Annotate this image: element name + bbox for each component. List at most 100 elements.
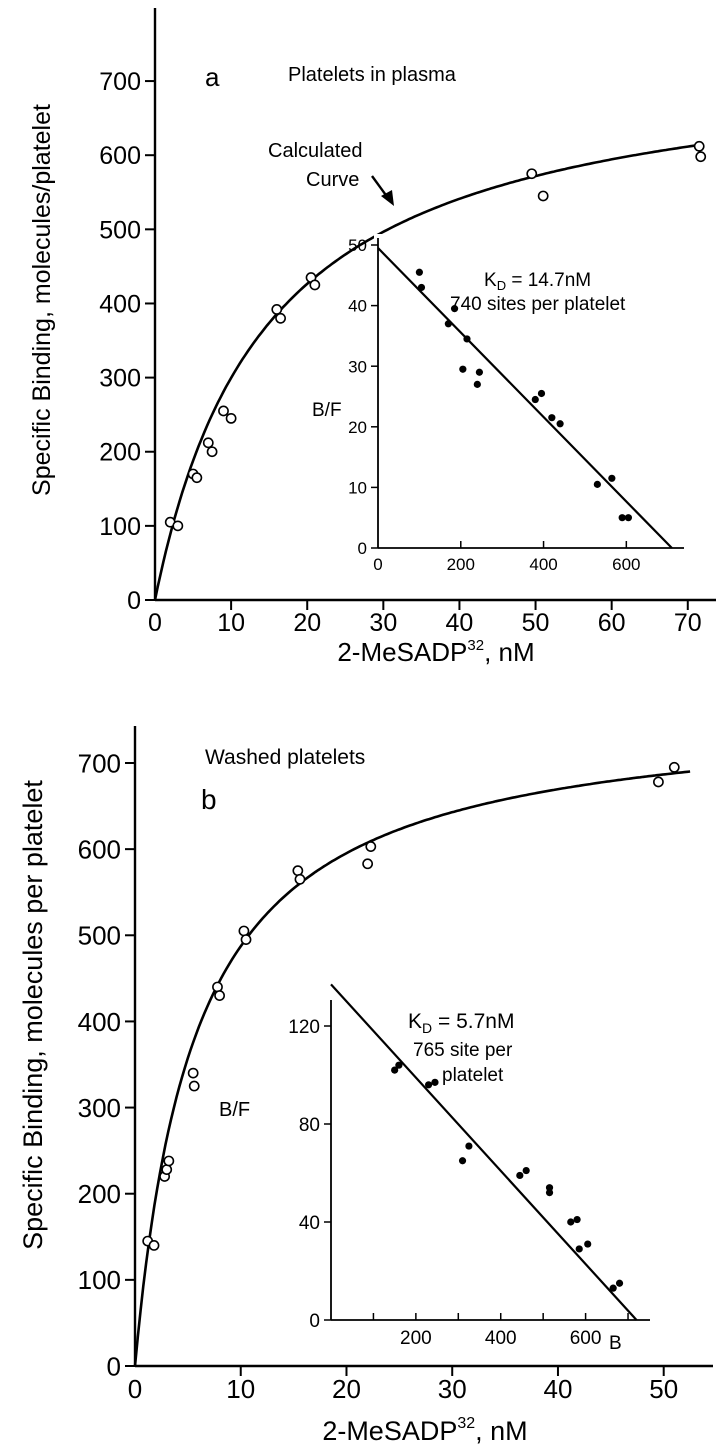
- inset-b-data-point: [573, 1215, 581, 1224]
- panel-a-x-tick-label: 40: [446, 609, 474, 637]
- inset-a-data-point: [608, 474, 616, 482]
- inset-a-data-point: [444, 320, 452, 328]
- panel-b-data-point: [187, 1067, 199, 1079]
- panel-a-x-tick-label: 30: [369, 609, 397, 637]
- panel-a-x-tick-label: 60: [598, 609, 626, 637]
- panel-a-x-axis-label: 2-MeSADP32, nM: [337, 637, 534, 667]
- panel-a-data-point: [275, 312, 286, 324]
- inset-a-y-tick-label: 30: [348, 357, 367, 376]
- panel-b-y-tick-label: 200: [78, 1179, 121, 1209]
- inset-a-data-point: [459, 365, 467, 373]
- inset-a-y-tick-label: 10: [348, 479, 367, 498]
- panel-a-data-point: [309, 279, 321, 291]
- inset-b-y-tick-label: 120: [288, 1017, 320, 1038]
- panel-a-y-tick-label: 700: [99, 68, 141, 96]
- panel-a-calculated-curve: [153, 143, 702, 601]
- panel-b-data-point: [240, 934, 252, 945]
- inset-b-data-point: [567, 1218, 575, 1226]
- panel-a-y-tick-label: 400: [99, 290, 141, 318]
- panel-b-data-point: [668, 761, 680, 773]
- panel-a-x-tick-label: 10: [217, 609, 245, 637]
- panel-b-y-axis-label: Specific Binding, molecules per platelet: [18, 780, 48, 1250]
- inset-a-data-point: [473, 380, 481, 388]
- inset-b-data-point: [431, 1078, 439, 1086]
- inset-b-y-tick-label: 80: [299, 1115, 320, 1136]
- inset-a-data-point: [618, 514, 626, 522]
- panel-b-y-tick-label: 400: [78, 1007, 121, 1037]
- inset-a-data-point: [537, 389, 546, 398]
- curve-label-line2: Curve: [306, 169, 359, 191]
- panel-b-y-tick-label: 100: [78, 1265, 121, 1295]
- panel-a-data-point: [218, 405, 229, 417]
- panel-b-y-tick-label: 0: [107, 1351, 121, 1381]
- panel-b-data-point: [161, 1164, 173, 1175]
- panel-a-x-tick-label: 0: [148, 609, 162, 637]
- inset-a-y-axis-label: B/F: [312, 400, 342, 421]
- inset-b-sites-label-line1: 765 site per: [413, 1040, 513, 1061]
- panel-a-data-point: [526, 168, 538, 180]
- panel-b-x-tick-label: 10: [226, 1374, 255, 1404]
- panel-b-data-point: [148, 1240, 160, 1251]
- inset-b-x-tick-label: 600: [570, 1328, 602, 1349]
- inset-b-data-point: [516, 1171, 524, 1180]
- inset-b-data-point: [609, 1284, 617, 1292]
- inset-b-y-tick-label: 40: [299, 1213, 320, 1234]
- inset-a-data-point: [475, 368, 484, 376]
- panel-a-y-tick-label: 0: [127, 587, 141, 615]
- panel-a-data-point: [191, 472, 203, 484]
- panel-a-y-tick-label: 200: [99, 439, 141, 467]
- panel-b-x-tick-label: 20: [332, 1374, 361, 1404]
- panel-a-data-point: [693, 140, 705, 152]
- panel-a-data-point: [202, 437, 214, 449]
- inset-a-kd-label: KD = 14.7nM: [484, 270, 591, 293]
- panel-b-data-point: [238, 925, 250, 937]
- inset-b-sites-label-line2: platelet: [442, 1065, 504, 1086]
- panel-b-data-point: [653, 776, 664, 788]
- inset-b-data-point: [391, 1066, 399, 1074]
- panel-a-data-point: [206, 446, 218, 458]
- inset-b-x-tick-label: 200: [400, 1328, 432, 1349]
- panel-b-x-tick-label: 30: [438, 1374, 467, 1404]
- panel-a-y-tick-label: 500: [99, 216, 141, 244]
- inset-b-data-point: [584, 1240, 592, 1248]
- panel-b-y-tick-label: 300: [78, 1093, 121, 1123]
- panel-a-y-axis-label: Specific Binding, molecules/platelet: [28, 104, 56, 496]
- inset-b-data-point: [575, 1245, 583, 1253]
- panel-b-x-tick-label: 50: [649, 1374, 678, 1404]
- inset-a-data-point: [417, 283, 426, 292]
- inset-a-x-tick-label: 200: [447, 555, 475, 574]
- inset-a-data-point: [463, 335, 471, 343]
- inset-b-data-point: [458, 1157, 467, 1165]
- panel-b-x-tick-label: 0: [128, 1374, 142, 1404]
- inset-a-data-point: [531, 395, 539, 404]
- inset-b-fit-line: [330, 983, 638, 1321]
- panel-a-data-point: [271, 303, 283, 315]
- panel-b-data-point: [212, 981, 223, 993]
- panel-b-data-point: [163, 1155, 175, 1167]
- inset-a-background: [374, 234, 688, 552]
- inset-a-data-point: [593, 480, 601, 488]
- panel-b-label: b: [201, 784, 217, 815]
- inset-a-y-tick-label: 50: [348, 236, 367, 255]
- panel-b-data-point: [292, 865, 304, 877]
- panel-b-x-tick-label: 40: [544, 1374, 573, 1404]
- panel-a-x-tick-label: 50: [522, 609, 550, 637]
- panel-a-data-point: [172, 520, 184, 532]
- panel-b-calculated-curve: [133, 770, 691, 1367]
- panel-b-y-tick-label: 700: [78, 748, 121, 778]
- inset-b-y-axis-label: B/F: [219, 1099, 250, 1121]
- inset-a-fit-line: [377, 247, 673, 549]
- inset-b-data-point: [465, 1142, 473, 1150]
- inset-a-x-tick-label: 400: [529, 555, 557, 574]
- inset-a-x-tick-label: 600: [612, 555, 640, 574]
- inset-b-x-axis-end-label: B: [609, 1333, 622, 1354]
- panel-b-y-tick-label: 600: [78, 835, 121, 865]
- panel-b-data-point: [214, 990, 225, 1001]
- inset-a-data-point: [450, 305, 459, 313]
- inset-a-y-tick-label: 0: [358, 539, 367, 558]
- panel-b-x-axis-label: 2-MeSADP32, nM: [322, 1415, 527, 1446]
- panel-a-y-tick-label: 600: [99, 142, 141, 170]
